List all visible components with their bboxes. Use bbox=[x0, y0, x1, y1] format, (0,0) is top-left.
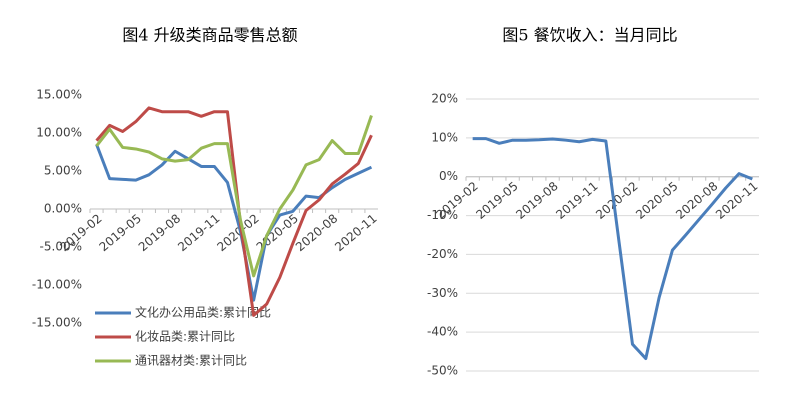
y-tick-label: 10% bbox=[431, 130, 458, 144]
legend-label: 通讯器材类:累计同比 bbox=[135, 354, 247, 368]
y-tick-label: -50% bbox=[427, 364, 458, 378]
y-tick-label: -20% bbox=[427, 247, 458, 261]
y-tick-label: 5.00% bbox=[44, 164, 82, 178]
chart-title: 图5 餐饮收入：当月同比 bbox=[502, 26, 677, 45]
legend-label: 文化办公用品类:累计同比 bbox=[135, 305, 271, 320]
chart-title: 图4 升级类商品零售总额 bbox=[122, 26, 297, 45]
y-tick-label: 0.00% bbox=[44, 202, 82, 216]
y-tick-label: -30% bbox=[427, 286, 458, 300]
y-tick-label: -15.00% bbox=[32, 316, 82, 330]
y-tick-label: 20% bbox=[431, 92, 458, 106]
y-tick-label: -10.00% bbox=[32, 278, 82, 292]
series-line bbox=[95, 115, 373, 278]
y-tick-label: -40% bbox=[427, 325, 458, 339]
legend-label: 化妆品类:累计同比 bbox=[135, 330, 235, 344]
y-tick-label: 15.00% bbox=[36, 88, 82, 102]
y-tick-label: -5.00% bbox=[40, 240, 82, 254]
y-tick-label: 0% bbox=[439, 169, 458, 183]
y-tick-label: -10% bbox=[427, 208, 458, 222]
series-line bbox=[472, 137, 753, 361]
series-line bbox=[95, 106, 373, 317]
y-tick-label: 10.00% bbox=[36, 126, 82, 140]
